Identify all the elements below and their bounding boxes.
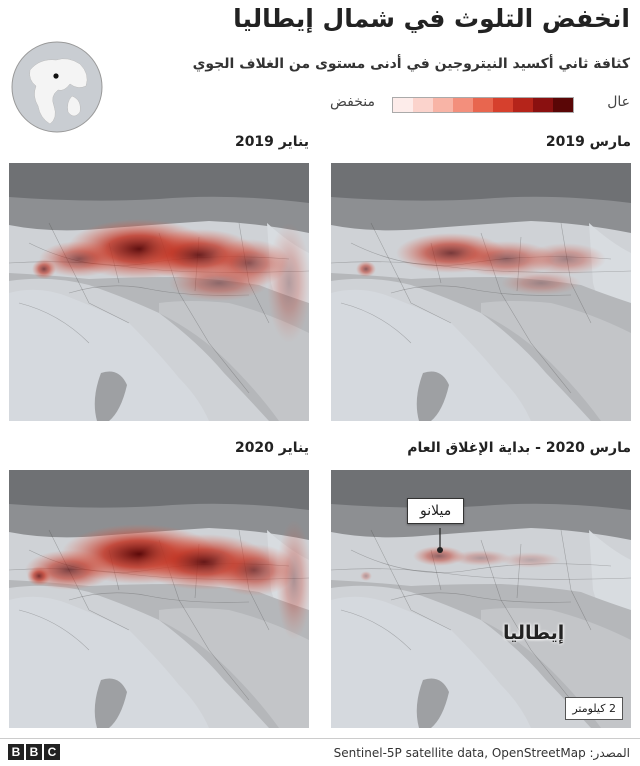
- panel-label-jan2019: يناير 2019: [234, 134, 309, 150]
- no2-plume: [360, 571, 372, 581]
- panel-label-jan2020: يناير 2020: [234, 440, 309, 456]
- panel-label-mar2019: مارس 2019: [545, 134, 631, 150]
- legend-swatch: [393, 98, 413, 112]
- panel-label-mar2020: مارس 2020 - بداية الإغلاق العام: [407, 440, 631, 456]
- no2-plume: [501, 552, 561, 568]
- page-title: انخفض التلوث في شمال إيطاليا: [233, 4, 630, 33]
- map-panel-jan2019: [9, 163, 309, 421]
- footer-divider: [0, 738, 640, 739]
- italy-location-dot: [53, 73, 59, 79]
- locator-globe: [11, 41, 103, 133]
- no2-plume: [27, 566, 51, 586]
- legend-color-scale: [392, 97, 574, 113]
- milan-callout: ميلانو: [407, 498, 465, 524]
- map-canvas: [331, 163, 631, 421]
- legend-swatch: [493, 98, 513, 112]
- milan-marker: [437, 547, 443, 553]
- no2-plume: [526, 243, 606, 275]
- no2-plume: [212, 544, 296, 596]
- italy-label: إيطاليا: [503, 622, 565, 644]
- map-canvas: [9, 470, 309, 728]
- scale-bar: 2 كيلومتر: [565, 697, 623, 720]
- legend-swatch: [533, 98, 553, 112]
- no2-plume: [451, 550, 511, 566]
- no2-plume: [501, 271, 581, 295]
- map-canvas: [331, 470, 631, 728]
- no2-plume: [356, 261, 376, 277]
- legend-swatch: [453, 98, 473, 112]
- map-canvas: [9, 163, 309, 421]
- no2-plume: [267, 223, 309, 343]
- bbc-logo: B B C: [8, 744, 60, 760]
- legend-high-label: عال: [607, 94, 630, 110]
- legend-swatch: [433, 98, 453, 112]
- legend-swatch: [473, 98, 493, 112]
- legend: عال منخفض: [330, 94, 630, 118]
- no2-plume: [413, 546, 465, 566]
- page-subtitle: كثافة ثاني أكسيد النيتروجين في أدنى مستو…: [192, 56, 630, 72]
- legend-swatch: [413, 98, 433, 112]
- no2-plume: [169, 265, 269, 301]
- legend-low-label: منخفض: [330, 94, 375, 110]
- legend-swatch: [553, 98, 573, 112]
- no2-plume: [456, 241, 556, 277]
- source-credit: المصدر: Sentinel-5P satellite data, Open…: [333, 746, 630, 760]
- bbc-logo-letter: B: [26, 744, 42, 760]
- map-panel-jan2020: [9, 470, 309, 728]
- legend-swatch: [513, 98, 533, 112]
- no2-plume: [39, 241, 119, 277]
- bbc-logo-letter: C: [44, 744, 60, 760]
- no2-plume: [32, 259, 56, 279]
- map-panel-mar2019: [331, 163, 631, 421]
- map-panel-mar2020: ميلانو إيطاليا 2 كيلومتر: [331, 470, 631, 728]
- bbc-logo-letter: B: [8, 744, 24, 760]
- no2-plume: [276, 520, 309, 640]
